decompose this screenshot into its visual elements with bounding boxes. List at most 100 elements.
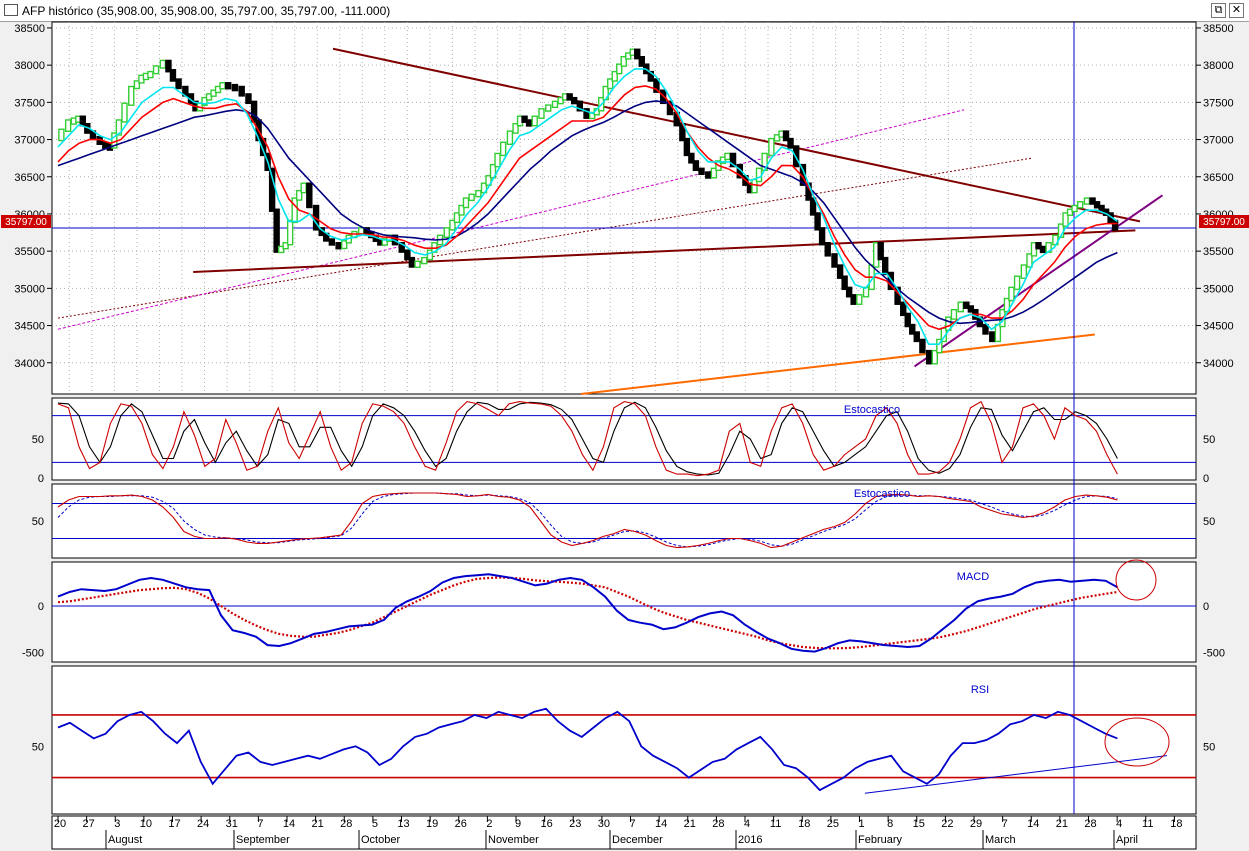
day-label: 21 — [312, 818, 324, 830]
candle — [724, 152, 731, 161]
candle — [768, 137, 775, 157]
candle — [1035, 242, 1042, 250]
candle — [245, 93, 252, 105]
candle — [1083, 197, 1091, 205]
day-label: 20 — [54, 818, 66, 830]
trendline-up — [913, 194, 1164, 368]
candle — [850, 294, 857, 305]
price-panel — [51, 21, 1197, 395]
candle — [210, 89, 217, 97]
candle — [499, 141, 507, 157]
date-axis — [51, 815, 1197, 850]
price-tick-label-left: 34000 — [14, 358, 45, 370]
panel4-tick-left: 50 — [32, 741, 44, 753]
candle — [824, 242, 831, 257]
candle — [545, 104, 552, 112]
candle — [381, 238, 389, 246]
day-label: 4 — [744, 818, 750, 830]
candle — [755, 167, 763, 183]
channel-dotted-magenta — [57, 109, 965, 330]
candle — [175, 78, 182, 90]
candle — [231, 83, 239, 92]
candle — [306, 182, 313, 209]
candle — [475, 189, 482, 198]
day-label: 17 — [168, 818, 180, 830]
candle — [1076, 201, 1084, 209]
stoch-slow-k-line — [57, 492, 1118, 549]
candle — [165, 59, 172, 73]
candle — [787, 137, 794, 149]
candle — [1039, 245, 1047, 254]
day-label: 11 — [770, 818, 781, 830]
day-label: 21 — [1056, 818, 1068, 830]
candle — [421, 256, 428, 265]
candle — [818, 227, 826, 246]
month-label: November — [488, 834, 539, 846]
candle — [121, 102, 128, 123]
candle — [485, 175, 492, 186]
candle — [931, 349, 938, 365]
month-label: February — [858, 834, 903, 846]
candle — [449, 219, 456, 231]
day-label: 22 — [941, 818, 953, 830]
candle — [506, 130, 514, 145]
candle — [468, 193, 475, 202]
candle — [634, 48, 641, 60]
candle — [982, 323, 989, 335]
candle — [814, 212, 821, 231]
day-label: 3 — [114, 818, 120, 830]
day-label: 4 — [1116, 818, 1122, 830]
candle — [512, 122, 519, 134]
candle — [268, 167, 276, 212]
candle — [698, 167, 705, 176]
candle — [688, 152, 695, 164]
window-titlebar: AFP histórico (35,908.00, 35,908.00, 35,… — [0, 0, 1249, 22]
candle — [1020, 264, 1028, 279]
candle — [169, 69, 177, 82]
day-label: 23 — [569, 818, 581, 830]
candle — [576, 100, 583, 112]
price-tick-label-left: 34500 — [14, 321, 45, 333]
price-tick-label-right: 37500 — [1203, 97, 1234, 109]
candle — [291, 197, 298, 224]
panel1-tick-left: 50 — [32, 434, 44, 446]
day-label: 29 — [970, 818, 982, 830]
panel3-tick-right: -500 — [1203, 648, 1225, 660]
candle — [877, 242, 884, 261]
candle — [404, 249, 411, 261]
candle — [1008, 286, 1015, 302]
restore-button[interactable]: ⧉ — [1211, 3, 1226, 18]
candle — [557, 96, 564, 105]
candle — [841, 275, 848, 291]
price-tick-label-right: 38500 — [1203, 23, 1234, 35]
day-label: 2 — [486, 818, 492, 830]
panel3-tick-left: -500 — [22, 648, 44, 660]
day-label: 16 — [541, 818, 553, 830]
candle — [538, 108, 545, 119]
stochastic-slow-panel — [51, 483, 1197, 559]
candle — [286, 219, 294, 246]
day-label: 18 — [798, 818, 810, 830]
panel3-tick-right: 0 — [1203, 601, 1209, 613]
day-label: 5 — [372, 818, 378, 830]
day-label: 11 — [1142, 818, 1153, 830]
candle — [957, 301, 964, 313]
day-label: 30 — [598, 818, 610, 830]
ma-slow-line — [57, 100, 1118, 325]
candle — [989, 331, 996, 343]
candle — [159, 59, 167, 69]
macd-panel — [51, 561, 1197, 663]
price-tick-label-right: 37000 — [1203, 135, 1234, 147]
candle — [147, 70, 154, 79]
day-label: 14 — [1027, 818, 1039, 830]
trendline-low — [580, 333, 1095, 395]
candle — [224, 82, 232, 90]
candle — [1093, 201, 1101, 209]
candle — [1062, 212, 1069, 227]
day-label: 9 — [515, 818, 521, 830]
month-label: December — [612, 834, 663, 846]
candle — [64, 119, 72, 132]
close-button[interactable]: ✕ — [1229, 3, 1244, 18]
candle — [1066, 208, 1074, 216]
